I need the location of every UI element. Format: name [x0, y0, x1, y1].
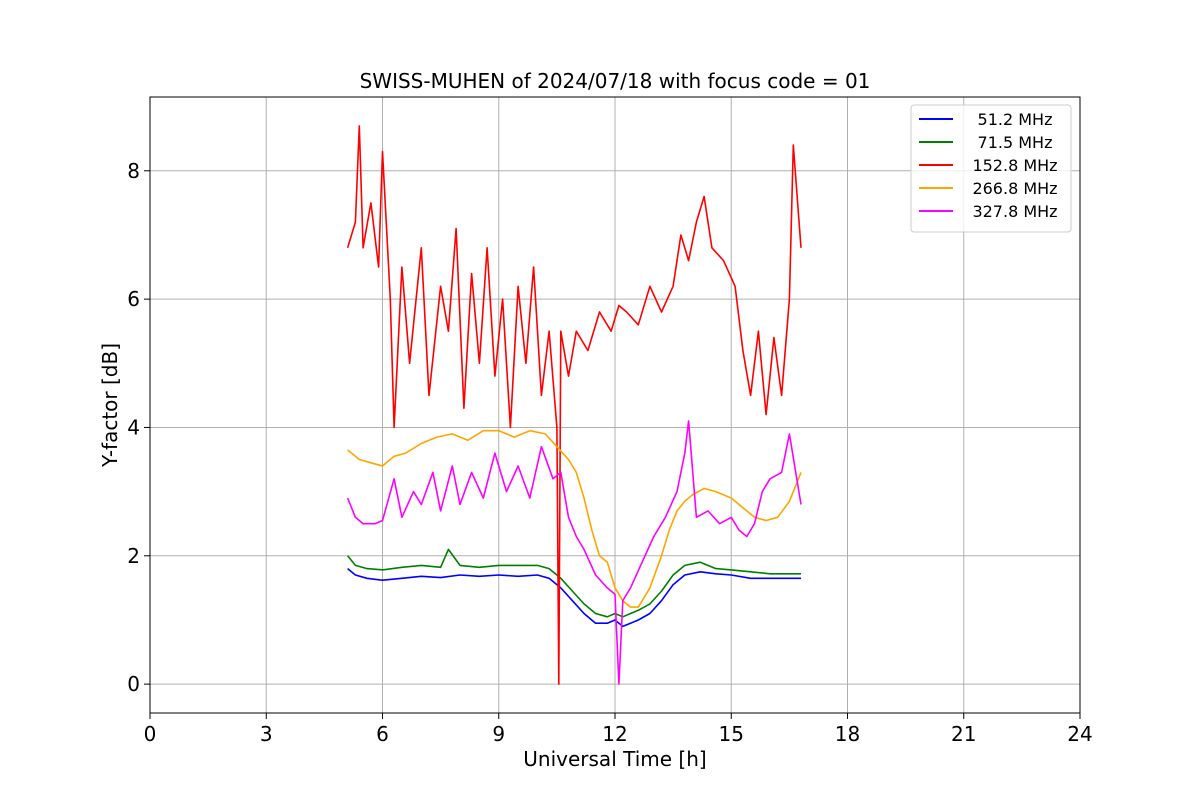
y-axis-title: Y-factor [dB]	[98, 343, 122, 468]
legend: 51.2 MHz 71.5 MHz 152.8 MHz 266.8 MHz 327.8 …	[910, 104, 1072, 233]
x-tick-label: 12	[602, 722, 627, 746]
legend-box	[910, 104, 1072, 233]
y-tick-label: 6	[127, 287, 140, 311]
y-tick-label: 8	[127, 159, 140, 183]
legend-label: 152.8 MHz	[972, 156, 1057, 175]
x-tick-label: 3	[260, 722, 273, 746]
x-tick-label: 0	[144, 722, 157, 746]
x-tick-label: 9	[492, 722, 505, 746]
x-axis-title: Universal Time [h]	[523, 747, 706, 771]
x-tick-label: 6	[376, 722, 389, 746]
y-tick-label: 4	[127, 415, 140, 439]
x-tick-label: 18	[835, 722, 860, 746]
legend-label: 266.8 MHz	[972, 179, 1057, 198]
series-line-1	[346, 548, 801, 618]
series-line-4	[346, 420, 802, 685]
x-tick-label: 15	[719, 722, 744, 746]
plot-series	[346, 125, 802, 685]
y-tick-label: 2	[127, 544, 140, 568]
chart-title: SWISS-MUHEN of 2024/07/18 with focus cod…	[360, 69, 871, 93]
legend-label: 71.5 MHz	[978, 133, 1053, 152]
legend-label: 327.8 MHz	[972, 202, 1057, 221]
legend-label: 51.2 MHz	[978, 110, 1053, 129]
series-line-2	[346, 125, 802, 685]
series-line-3	[347, 429, 802, 608]
x-tick-label: 21	[951, 722, 976, 746]
series-line-0	[347, 567, 801, 628]
y-tick-label: 0	[127, 672, 140, 696]
x-tick-label: 24	[1067, 722, 1092, 746]
